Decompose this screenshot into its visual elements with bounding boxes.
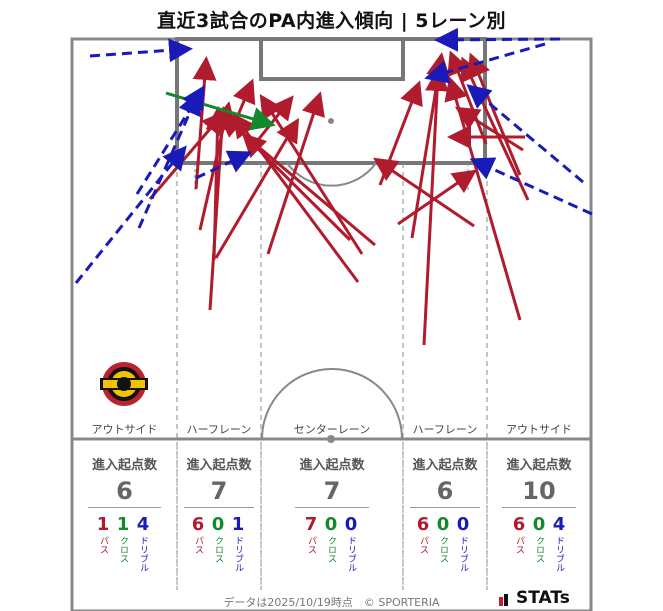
stat-total-lane-4: 6: [436, 477, 454, 505]
lane-name-left-outside: アウトサイド: [91, 423, 158, 436]
penalty-spot: [328, 118, 334, 124]
brand-logo: STATs: [516, 588, 570, 608]
stat-total-lane-1: 6: [116, 477, 133, 505]
pass-arrow: [378, 80, 423, 186]
stat-total-lane-3: 7: [323, 477, 341, 505]
stat-divider: [88, 507, 161, 508]
stat-divider: [295, 507, 369, 508]
stat-separators: [176, 445, 488, 590]
stat-divider: [410, 507, 480, 508]
stat-label-lane-5: 進入起点数: [506, 458, 572, 473]
breakdown-pass-lane-2: 6 パス: [191, 514, 205, 554]
pass-arrow: [422, 67, 450, 346]
dribble-arrows: [74, 27, 593, 284]
page-title: 直近3試合のPA内進入傾向 | 5レーン別: [156, 10, 507, 32]
dribble-arrow: [195, 150, 253, 180]
stat-total-lane-2: 7: [210, 477, 228, 505]
breakdown-cross-lane-2: 0 クロス: [211, 514, 225, 563]
lane-name-center: センターレーン: [293, 423, 371, 436]
stat-total-lane-5: 10: [522, 477, 556, 505]
stat-label-lane-1: 進入起点数: [91, 458, 157, 473]
stat-label-lane-3: 進入起点数: [299, 458, 365, 473]
pass-arrow: [192, 56, 217, 190]
dribble-arrow: [74, 145, 187, 284]
pass-arrow: [230, 78, 256, 131]
stat-divider: [184, 507, 254, 508]
breakdown-dribble-lane-2: 1 ドリブル: [231, 514, 245, 572]
stat-label-lane-4: 進入起点数: [412, 458, 478, 473]
lane-name-right-outside: アウトサイド: [506, 423, 572, 436]
breakdown-pass-lane-3: 7 パス: [304, 514, 318, 554]
dribble-arrow: [89, 38, 193, 63]
breakdown-cross-lane-3: 0 クロス: [324, 514, 338, 563]
lane-name-left-halfspace: ハーフレーン: [186, 423, 252, 436]
stat-divider: [502, 507, 576, 508]
breakdown-dribble-lane-5: 4 ドリブル: [552, 514, 566, 572]
centre-spot: [327, 435, 335, 443]
pass-arrow: [454, 106, 524, 152]
breakdown-pass-lane-1: 1 パス: [96, 514, 110, 554]
team-crest-icon: [100, 362, 148, 406]
pass-arrow: [467, 52, 522, 176]
breakdown-pass-lane-5: 6 パス: [512, 514, 526, 554]
pass-arrow: [259, 93, 364, 255]
dribble-arrow: [434, 27, 561, 52]
breakdown-cross-lane-1: 1 クロス: [116, 514, 130, 563]
breakdown-dribble-lane-1: 4 ドリブル: [136, 514, 150, 572]
breakdown-dribble-lane-3: 0 ドリブル: [344, 514, 358, 572]
pass-arrow: [241, 132, 352, 242]
dribble-arrow: [466, 84, 584, 184]
dribble-arrow: [135, 84, 206, 195]
lane-name-right-halfspace: ハーフレーン: [412, 423, 478, 436]
dribble-arrow: [469, 157, 593, 216]
pass-arrow: [214, 117, 300, 259]
footer-credit: データは2025/10/19時点 © SPORTERIA: [223, 596, 440, 609]
dribble-arrow: [137, 90, 201, 229]
stat-label-lane-2: 進入起点数: [186, 458, 252, 473]
breakdown-pass-lane-4: 6 パス: [416, 514, 430, 554]
breakdown-cross-lane-4: 0 クロス: [436, 514, 450, 563]
breakdown-dribble-lane-4: 0 ドリブル: [456, 514, 470, 572]
pass-arrow: [397, 169, 477, 226]
stats-logo-icon: [499, 594, 508, 606]
breakdown-cross-lane-5: 0 クロス: [532, 514, 546, 563]
pass-arrow: [373, 157, 475, 228]
pass-arrow: [205, 106, 230, 261]
pass-arrows: [148, 50, 530, 346]
dribble-arrow: [424, 42, 546, 84]
